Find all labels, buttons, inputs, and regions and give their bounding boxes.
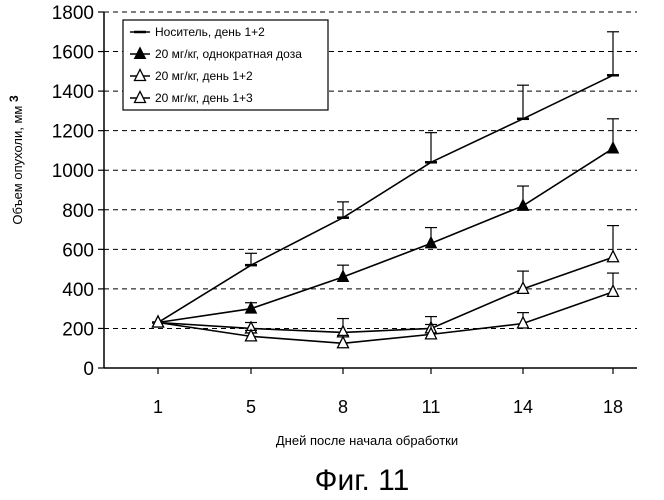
series-2-point-14 (518, 199, 529, 210)
y-tick-label-0: 0 (83, 359, 94, 380)
y-tick-label-1600: 1600 (52, 43, 94, 64)
y-axis-title: Объем опухоли, мм 3 (7, 95, 25, 225)
series-1-line (158, 75, 613, 322)
legend-label-4: 20 мг/кг, день 1+3 (155, 91, 253, 105)
x-tick-label-11: 11 (422, 397, 441, 417)
y-tick-label-1400: 1400 (52, 82, 94, 103)
y-tick-label-800: 800 (62, 201, 94, 222)
legend-label-1: Носитель, день 1+2 (155, 25, 265, 39)
series-2-point-18 (608, 142, 619, 153)
x-tick-label-14: 14 (513, 397, 533, 417)
series-2-line (158, 148, 613, 322)
series-3 (153, 226, 620, 337)
y-tick-label-1800: 1800 (52, 3, 94, 24)
x-axis-title: Дней после начала обработки (276, 433, 458, 448)
series-3-point-18 (608, 251, 619, 262)
y-tick-label-200: 200 (62, 319, 94, 340)
y-tick-label-400: 400 (62, 280, 94, 301)
x-tick-labels: 1 5 8 11 14 18 (153, 397, 623, 417)
x-tick-label-8: 8 (338, 397, 348, 417)
legend: Носитель, день 1+2 20 мг/кг, однократная … (123, 20, 328, 110)
x-tick-label-5: 5 (246, 397, 256, 417)
y-tick-labels: 0 200 400 600 800 1000 1200 1400 1600 1800 (52, 3, 94, 380)
y-tick-label-600: 600 (62, 240, 94, 261)
series-4-point-18 (608, 285, 619, 296)
figure-caption: Фиг. 11 (315, 464, 410, 497)
x-tick-label-1: 1 (153, 397, 163, 417)
legend-label-2: 20 мг/кг, однократная доза (155, 47, 302, 61)
series-4 (153, 273, 620, 348)
legend-label-3: 20 мг/кг, день 1+2 (155, 69, 253, 83)
series-4-line (158, 292, 613, 343)
y-tick-label-1000: 1000 (52, 161, 94, 182)
x-tick-label-18: 18 (603, 397, 623, 417)
y-axis-title-text: Объем опухоли, мм (10, 106, 25, 225)
series-2 (153, 119, 620, 327)
y-tick-label-1200: 1200 (52, 122, 94, 143)
y-axis-title-superscript: 3 (7, 95, 21, 102)
tumor-volume-chart: 020040060080010001200140016001800 158111… (0, 0, 664, 500)
series-3-line (158, 257, 613, 332)
